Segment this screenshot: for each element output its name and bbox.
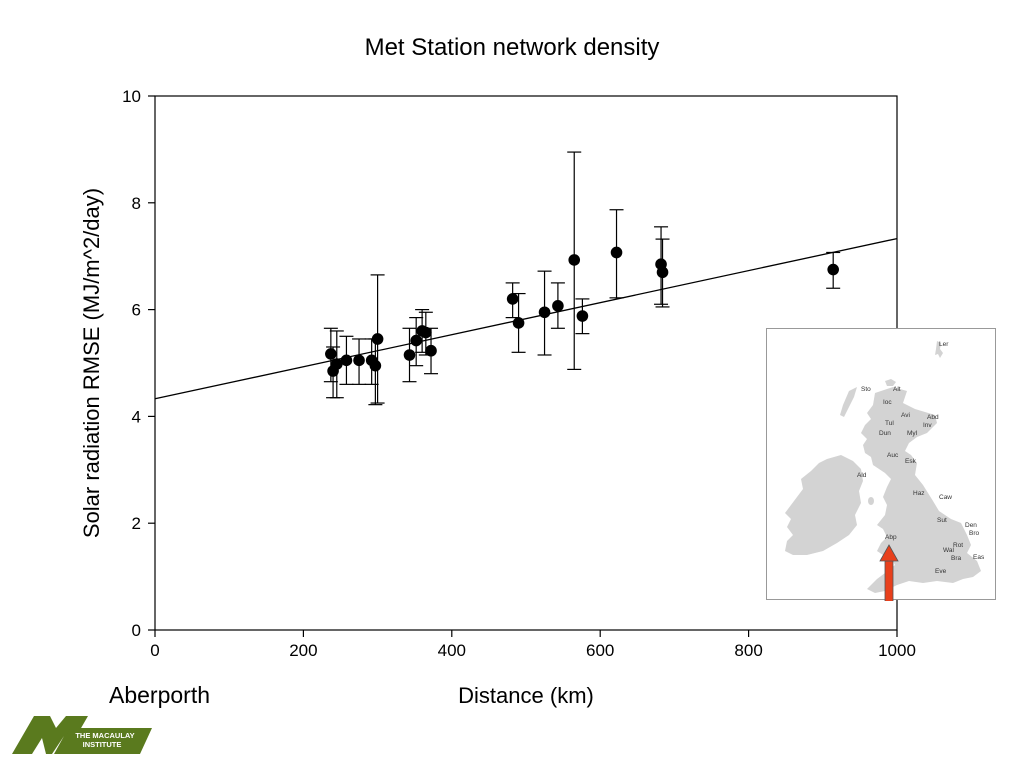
station-label: Esk <box>905 458 917 465</box>
x-tick-label: 800 <box>734 641 762 660</box>
data-point <box>325 348 337 360</box>
data-point <box>538 306 551 319</box>
station-label: Abd <box>927 414 939 421</box>
x-tick-label: 600 <box>586 641 614 660</box>
data-point <box>656 266 669 279</box>
logo-text-line1: THE MACAULAY <box>75 731 134 740</box>
chart-title: Met Station network density <box>364 34 660 61</box>
data-point <box>512 317 525 329</box>
y-tick-label: 8 <box>132 194 141 213</box>
y-tick-label: 10 <box>122 87 141 106</box>
data-point <box>827 263 839 276</box>
x-tick-label: 400 <box>438 641 466 660</box>
station-label: Ler <box>939 341 949 348</box>
data-point <box>353 354 365 367</box>
station-label: Sut <box>937 517 947 524</box>
station-map-inset: Ler Sto Alt Ioc Avi Abd Tul Inv Dun Myl Auc Esk Ald H… <box>766 328 996 620</box>
station-label: Bra <box>951 555 962 562</box>
x-tick-label: 200 <box>289 641 317 660</box>
station-label: Tul <box>885 420 894 427</box>
data-point <box>610 246 623 259</box>
macaulay-institute-logo: THE MACAULAY INSTITUTE <box>12 716 152 754</box>
station-label: Inv <box>923 422 932 429</box>
station-label: Alt <box>893 386 901 393</box>
data-point <box>568 254 581 266</box>
station-label: Eas <box>973 554 985 561</box>
data-point <box>506 293 519 305</box>
data-point <box>420 326 432 339</box>
station-annotation: Aberporth <box>109 682 211 708</box>
station-label: Dun <box>879 430 891 437</box>
station-label: Den <box>965 522 977 529</box>
data-point <box>576 310 589 322</box>
map-landmass-hebrides <box>840 387 857 417</box>
station-label: Wal <box>943 547 955 554</box>
map-landmass-shetland <box>935 341 943 358</box>
data-point <box>552 300 564 312</box>
map-landmass-ireland <box>785 455 863 555</box>
station-label: Abp <box>885 534 897 541</box>
y-tick-label: 0 <box>132 621 141 640</box>
data-point <box>371 333 384 345</box>
map-landmass-great-britain <box>861 387 981 593</box>
x-tick-label: 1000 <box>878 641 916 660</box>
station-label: Eve <box>935 568 947 575</box>
station-label: Ioc <box>883 399 892 406</box>
data-point <box>369 359 382 372</box>
y-tick-label: 2 <box>132 514 141 533</box>
logo-banner <box>58 728 152 754</box>
station-label: Haz <box>913 490 925 497</box>
data-point <box>340 354 353 367</box>
y-tick-label: 6 <box>132 301 141 320</box>
station-label: Myl <box>907 430 918 437</box>
data-point <box>410 334 422 347</box>
station-label: Avi <box>901 412 910 419</box>
x-tick-label: 0 <box>150 641 159 660</box>
data-point <box>330 358 343 370</box>
station-label: Auc <box>887 452 899 459</box>
station-label: Rot <box>953 542 963 549</box>
station-label: Bro <box>969 530 980 537</box>
data-point <box>425 344 437 357</box>
trend-line <box>154 237 898 400</box>
map-landmass-isle-of-man <box>868 497 874 505</box>
x-axis-label: Distance (km) <box>458 683 594 708</box>
map-landmass-orkney <box>885 379 896 386</box>
station-label: Caw <box>939 494 952 501</box>
logo-text-line2: INSTITUTE <box>83 740 122 749</box>
data-point <box>403 349 416 361</box>
station-label: Sto <box>861 386 871 393</box>
y-tick-label: 4 <box>132 407 141 426</box>
station-label: Ald <box>857 472 867 479</box>
